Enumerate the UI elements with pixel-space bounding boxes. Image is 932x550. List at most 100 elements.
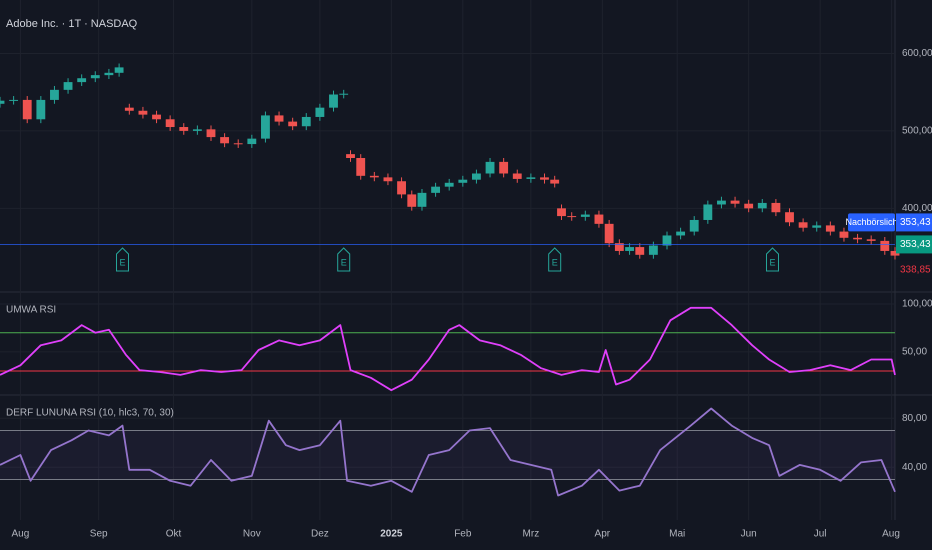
candle-body (798, 222, 808, 228)
labels-layer: Adobe Inc. · 1T · NASDAQ 400,00 500,00 600,… (6, 18, 932, 540)
level-band (0, 430, 895, 480)
candle-body (744, 203, 754, 209)
x-tick-label: Okt (166, 529, 182, 540)
candle-body (757, 202, 767, 209)
candle-body (540, 177, 549, 180)
postmarket-name-box (848, 213, 895, 232)
y-tick-label: 400,00 (902, 203, 932, 214)
x-tick-label: 2025 (380, 529, 403, 540)
candle-body (339, 93, 349, 95)
candle-body (152, 114, 161, 120)
last-price-value: 353,43 (900, 239, 931, 250)
candle-body (138, 110, 148, 115)
earnings-marker: E (337, 247, 351, 272)
candle-body (614, 243, 624, 251)
candle-body (485, 161, 495, 174)
candle-body (90, 75, 100, 79)
x-tick-label: Aug (12, 529, 30, 540)
candle-body (179, 127, 189, 131)
pane-title: UMWA RSI (6, 305, 56, 316)
candle-body (730, 200, 740, 204)
candle-body (499, 161, 509, 174)
candle-body (557, 208, 566, 217)
candle-body (648, 245, 658, 255)
candle-body (192, 129, 202, 131)
y-tick-label: 100,00 (902, 299, 932, 310)
marks-layer (0, 63, 900, 497)
candle-body (812, 225, 822, 228)
y-tick-label: 40,00 (902, 462, 927, 473)
x-tick-label: Aug (882, 529, 900, 540)
x-tick-label: Jul (814, 529, 827, 540)
candle-body (22, 99, 32, 120)
earnings-marker: E (765, 247, 779, 272)
y-tick-label: 50,00 (902, 347, 927, 358)
candle-body (771, 202, 781, 213)
candle-body (315, 107, 325, 117)
earnings-label: E (341, 257, 347, 267)
candle-body (124, 107, 134, 111)
x-tick-label: Dez (311, 529, 329, 540)
candle-body (890, 250, 900, 256)
earnings-label: E (552, 257, 558, 267)
candle-body (63, 82, 73, 90)
candle-body (220, 137, 230, 144)
y-tick-label: 600,00 (902, 48, 932, 59)
candle-body (662, 235, 672, 246)
candle-body (383, 177, 393, 182)
candle-body (165, 119, 175, 128)
candle-body (288, 121, 298, 127)
candle-body (301, 116, 311, 127)
candle-body (825, 225, 835, 232)
earnings-badge (765, 247, 779, 272)
earnings-label: E (120, 257, 126, 267)
candle-body (50, 89, 59, 100)
candle-body (604, 223, 614, 244)
earnings-marker: E (548, 247, 562, 272)
candle-body (0, 100, 5, 104)
earnings-marker: E (116, 247, 130, 272)
candle-body (247, 138, 257, 145)
candle-body (689, 219, 699, 232)
earnings-badge (337, 247, 351, 272)
x-tick-label: Feb (454, 529, 472, 540)
candle-body (512, 173, 522, 179)
earnings-badge (116, 247, 130, 272)
x-tick-label: Mrz (523, 529, 540, 540)
candle-body (625, 247, 634, 251)
candle-body (853, 237, 862, 240)
candle-body (417, 192, 427, 207)
candle-body (785, 212, 794, 223)
candle-body (233, 143, 243, 145)
candle-body (717, 200, 726, 205)
candle-body (526, 177, 536, 179)
candle-body (77, 78, 87, 83)
candle-body (866, 239, 876, 241)
pane-title: DERF LUNUNA RSI (10, hlc3, 70, 30) (6, 408, 174, 419)
candle-body (472, 173, 481, 180)
candle-body (594, 214, 604, 224)
candle-body (261, 115, 270, 139)
candle-body (407, 194, 417, 207)
postmarket-name: Nachbörslich (845, 217, 897, 227)
indicator-line (0, 407, 896, 497)
candle-body (431, 186, 441, 193)
candle-body (839, 231, 849, 238)
candle-body (346, 154, 355, 159)
x-tick-label: Nov (243, 529, 261, 540)
candle-body (274, 115, 284, 122)
candle-body (703, 204, 713, 220)
earnings-badge (548, 247, 562, 272)
candle-body (880, 240, 890, 251)
candle-body (676, 231, 686, 236)
indicator-line (0, 306, 896, 392)
postmarket-value: 353,43 (900, 217, 931, 228)
x-tick-label: Sep (90, 529, 108, 540)
candle-body (580, 214, 590, 217)
postmarket-value-box (896, 213, 932, 232)
candle-body (104, 72, 114, 76)
candle-body (9, 99, 19, 101)
candle-body (206, 129, 216, 138)
